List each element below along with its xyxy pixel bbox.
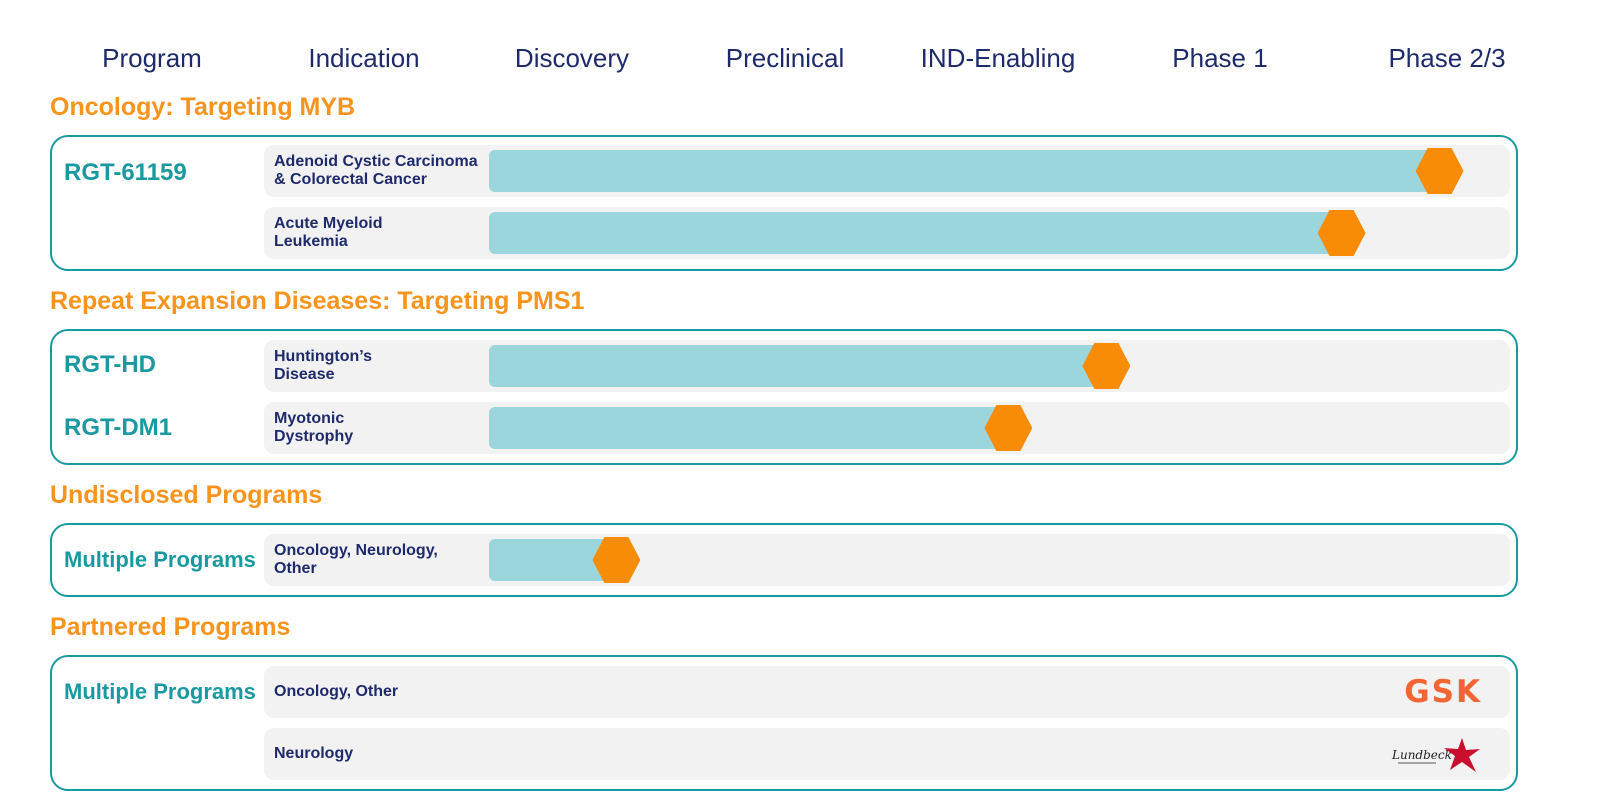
pipeline-row: Oncology, Neurology, Other (264, 534, 1510, 586)
column-header-phase-1: Phase 1 (1172, 43, 1268, 73)
section-title-undisclosed: Undisclosed Programs (50, 481, 323, 509)
indication-label: Adenoid Cystic Carcinoma & Colorectal Ca… (274, 153, 478, 188)
indication-label: Oncology, Neurology, Other (274, 542, 438, 577)
group-undisclosed (50, 523, 1518, 597)
indication-label: Acute Myeloid Leukemia (274, 215, 383, 250)
stage-marker-hexagon (1317, 210, 1366, 256)
section-title-partnered: Partnered Programs (50, 613, 291, 641)
progress-bar (489, 212, 1342, 254)
gsk-logo: GSK (1404, 674, 1482, 710)
progress-bar (489, 407, 1009, 449)
pipeline-row: Huntington’s Disease (264, 340, 1510, 392)
indication-label: Oncology, Other (274, 683, 399, 700)
column-header-program: Program (102, 43, 202, 73)
column-header-ind-enabling: IND-Enabling (920, 43, 1076, 73)
pipeline-row: Oncology, Other GSK (264, 666, 1510, 718)
program-rgt-hd: RGT-HD (64, 351, 156, 378)
group-repeat-expansion (50, 329, 1518, 465)
program-multiple-partnered: Multiple Programs (64, 679, 256, 704)
column-header-phase-2-3: Phase 2/3 (1388, 43, 1506, 73)
lundbeck-logo: Lundbeck (1391, 738, 1480, 772)
pipeline-row: Acute Myeloid Leukemia (264, 207, 1510, 259)
section-title-oncology: Oncology: Targeting MYB (50, 93, 356, 121)
section-title-repeat-expansion: Repeat Expansion Diseases: Targeting PMS… (50, 287, 585, 315)
pipeline-row: Myotonic Dystrophy (264, 402, 1510, 454)
column-header-preclinical: Preclinical (725, 43, 845, 73)
stage-marker-hexagon (592, 537, 641, 583)
indication-label: Huntington’s Disease (274, 348, 373, 383)
progress-bar (489, 345, 1107, 387)
group-partnered (50, 655, 1518, 791)
group-oncology (50, 135, 1518, 271)
indication-label: Myotonic Dystrophy (274, 410, 354, 445)
column-header-discovery: Discovery (514, 43, 630, 73)
pipeline-row: Adenoid Cystic Carcinoma & Colorectal Ca… (264, 145, 1510, 197)
program-rgt-61159: RGT-61159 (64, 159, 187, 186)
indication-label: Neurology (274, 745, 354, 762)
pipeline-row: Neurology Lundbeck (264, 728, 1510, 780)
stage-marker-hexagon (1415, 148, 1464, 194)
svg-text:Lundbeck: Lundbeck (1391, 748, 1452, 762)
program-multiple-undisclosed: Multiple Programs (64, 547, 256, 572)
column-header-indication: Indication (308, 43, 420, 73)
program-rgt-dm1: RGT-DM1 (64, 414, 172, 441)
progress-bar (489, 150, 1440, 192)
